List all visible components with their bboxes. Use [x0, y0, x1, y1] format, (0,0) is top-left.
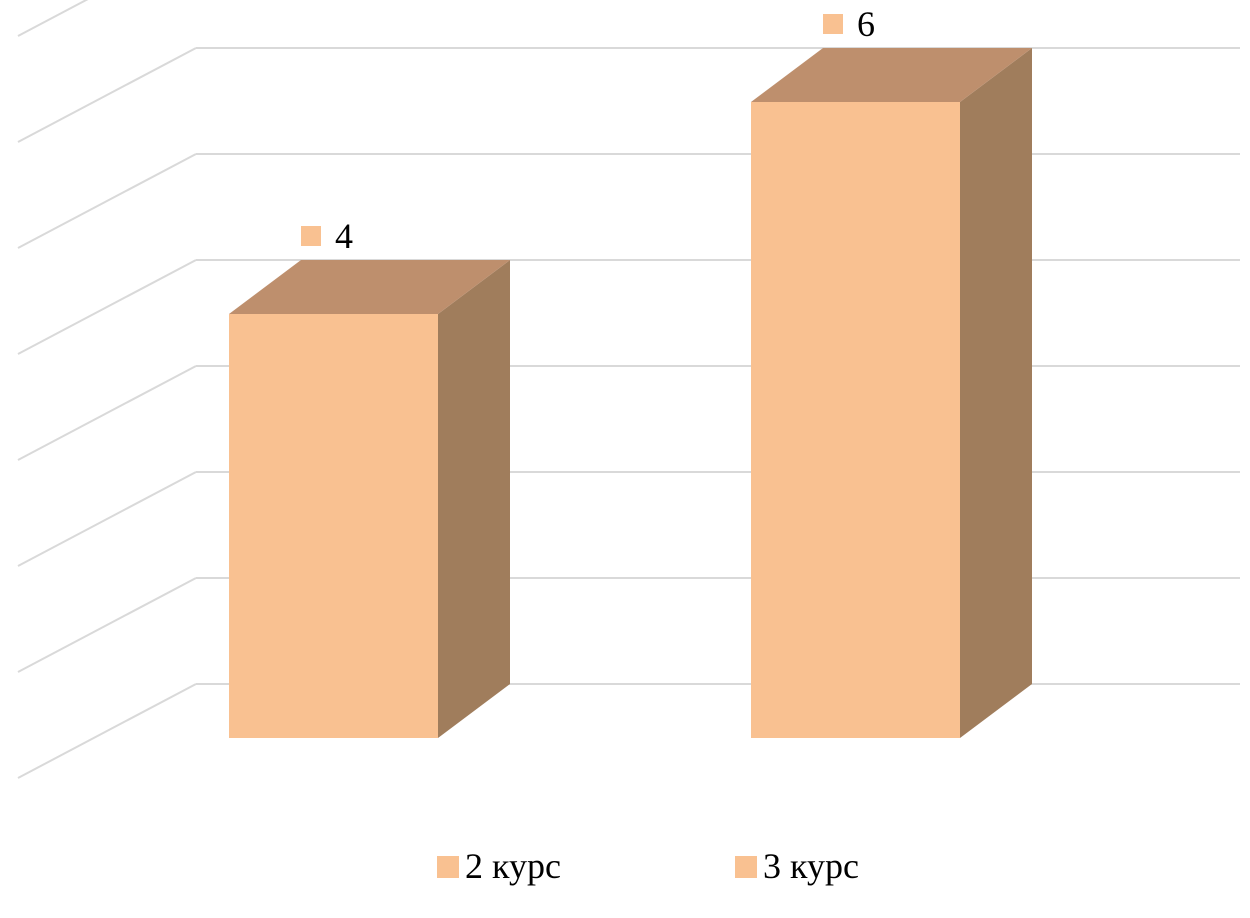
gridlines — [17, 0, 1240, 779]
legend-entry: 3 курс — [735, 846, 859, 886]
gridline-side — [17, 259, 197, 355]
legend-label: 2 курс — [465, 846, 561, 886]
data-labels: 46 — [301, 4, 875, 256]
bar-side — [438, 260, 510, 738]
data-label-marker — [823, 14, 843, 34]
bar-2 — [751, 48, 1032, 738]
legend-label: 3 курс — [763, 846, 859, 886]
gridline-side — [17, 683, 197, 779]
bar-top — [751, 48, 1032, 102]
legend-marker — [735, 856, 757, 878]
legend: 2 курс 3 курс — [437, 846, 859, 886]
gridline-side — [17, 153, 197, 249]
bar-1 — [229, 260, 510, 738]
data-label: 4 — [335, 216, 353, 256]
data-label-marker — [301, 226, 321, 246]
gridline-side — [17, 0, 89, 37]
legend-entry: 2 курс — [437, 846, 561, 886]
gridline-side — [17, 365, 197, 461]
gridline-side — [17, 577, 197, 673]
gridline-side — [17, 471, 197, 567]
bars — [229, 48, 1032, 738]
bar-front — [229, 314, 438, 738]
legend-marker — [437, 856, 459, 878]
data-label: 6 — [857, 4, 875, 44]
bar-side — [960, 48, 1032, 738]
gridline-side — [17, 47, 197, 143]
bar-top — [229, 260, 510, 314]
bar-front — [751, 102, 960, 738]
